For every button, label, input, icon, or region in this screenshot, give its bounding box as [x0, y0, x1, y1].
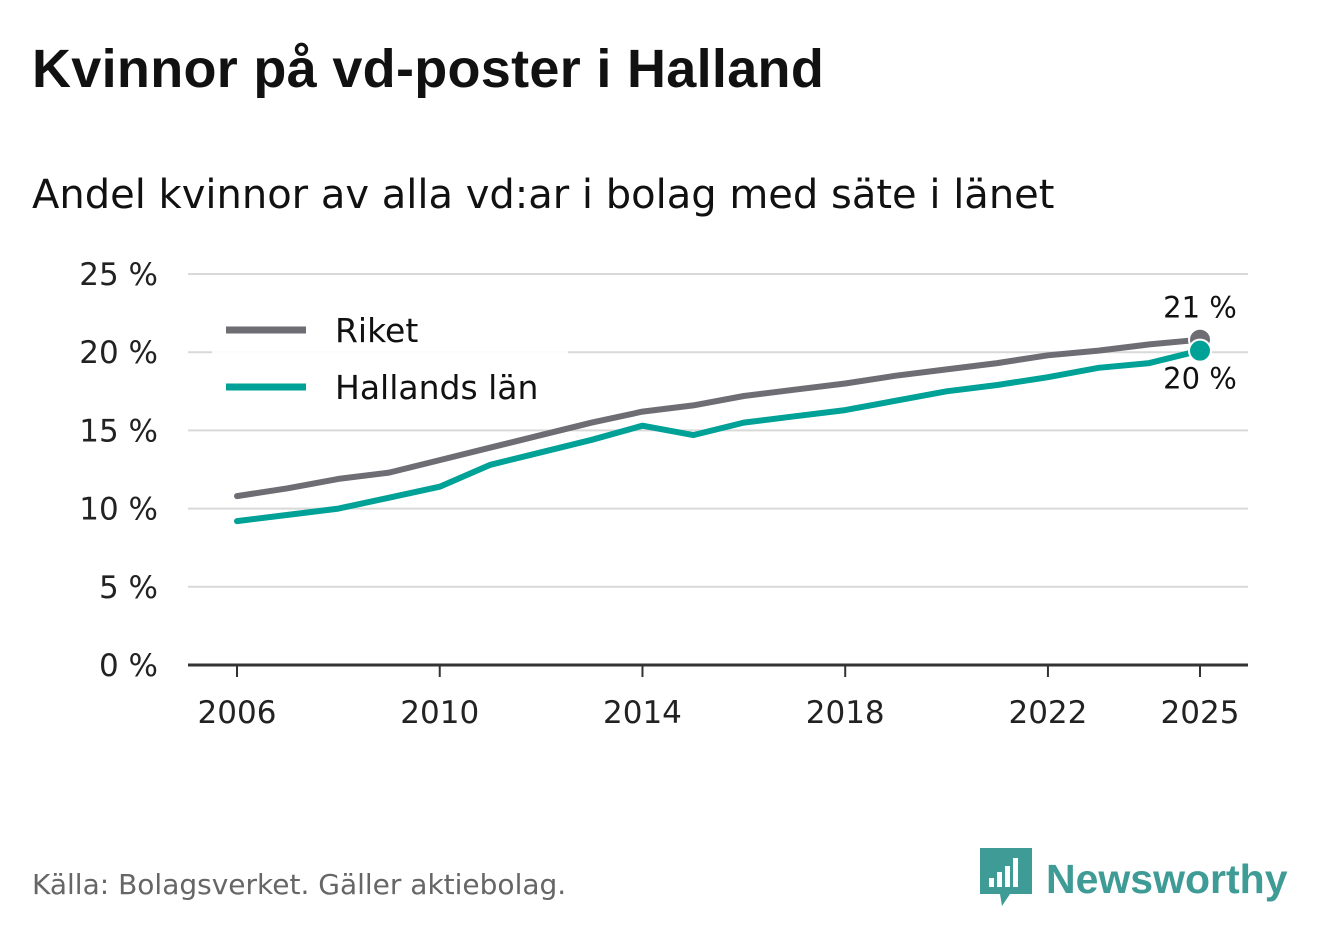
series-line-hallands-län: [234, 347, 1203, 525]
chart-title: Kvinnor på vd-poster i Halland: [32, 39, 825, 99]
chart-subtitle: Andel kvinnor av alla vd:ar i bolag med …: [32, 172, 1055, 218]
y-tick-label: 25 %: [79, 257, 158, 293]
x-axis: 2006 2010 2014 2018 2022 2025: [188, 663, 1248, 731]
y-tick-label: 10 %: [79, 492, 158, 528]
x-tick-label: 2025: [1161, 695, 1240, 731]
end-value-label: 21 %: [1163, 291, 1237, 325]
end-markers: 21 % 20 %: [1163, 291, 1237, 396]
x-tick-label: 2022: [1008, 695, 1087, 731]
newsworthy-logo-icon: [980, 848, 1032, 906]
legend-label: Hallands län: [335, 368, 538, 407]
x-tick-label: 2018: [806, 695, 885, 731]
brand-name: Newsworthy: [1046, 855, 1288, 902]
x-tick-label: 2006: [198, 695, 277, 731]
legend-background: [212, 301, 568, 413]
x-tick-label: 2014: [603, 695, 682, 731]
brand[interactable]: Newsworthy: [980, 848, 1288, 910]
y-tick-label: 0 %: [99, 648, 158, 684]
x-tick-label: 2010: [400, 695, 479, 731]
series-line-riket: [234, 336, 1203, 500]
y-tick-label: 5 %: [99, 570, 158, 606]
legend-label: Riket: [335, 311, 418, 350]
legend: Riket Hallands län: [212, 301, 568, 413]
y-tick-label: 20 %: [79, 335, 158, 371]
series-lines: [234, 336, 1203, 525]
end-value-label: 20 %: [1163, 362, 1237, 396]
y-axis-ticks: 0 % 5 % 10 % 15 % 20 % 25 %: [79, 257, 158, 684]
y-tick-label: 15 %: [79, 413, 158, 449]
end-point-marker: [1188, 338, 1212, 363]
source-note: Källa: Bolagsverket. Gäller aktiebolag.: [32, 868, 567, 901]
